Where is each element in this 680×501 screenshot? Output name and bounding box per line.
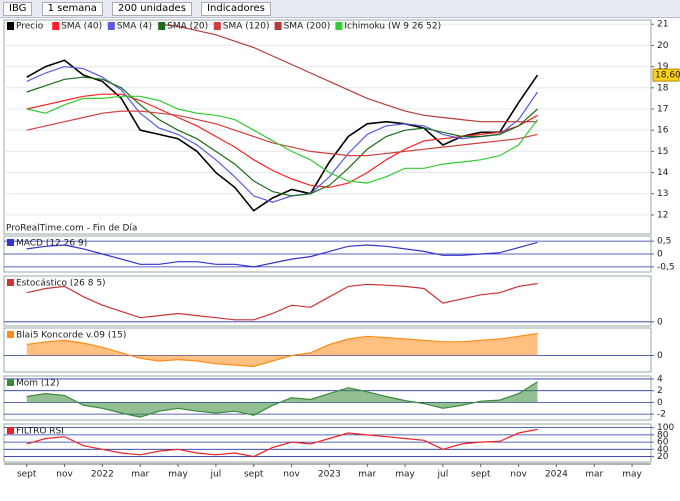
panel-title: FILTRO RSI <box>16 427 64 437</box>
y-tick-label: 14 <box>657 168 669 178</box>
units-select[interactable]: 200 unidades <box>112 2 192 16</box>
y-tick-label: 0 <box>657 351 663 361</box>
x-tick-label: 2024 <box>545 470 568 480</box>
y-tick-label: 17 <box>657 104 668 114</box>
x-tick-label: mar <box>585 470 603 480</box>
x-tick-label: may <box>622 470 642 480</box>
panel-title: Mom (12) <box>16 379 59 389</box>
y-tick-label: 80 <box>657 430 669 440</box>
y-tick-label: 0 <box>657 250 663 260</box>
series-line <box>26 76 538 197</box>
legend-label: SMA (4) <box>117 22 152 32</box>
panel-title: Blai5 Koncorde v.09 (15) <box>16 331 126 341</box>
y-tick-label: 0,5 <box>657 237 671 247</box>
y-tick-label: 20 <box>657 41 669 51</box>
series-line <box>159 23 538 123</box>
price-label: 18,60 <box>655 71 680 81</box>
panel-title-icon <box>7 379 14 386</box>
area <box>26 381 538 418</box>
legend-swatch <box>158 22 166 30</box>
legend-label: SMA (120) <box>223 22 270 32</box>
annotation: ProRealTime.com - Fin de Día <box>6 224 137 234</box>
y-tick-label: -0,5 <box>657 262 675 272</box>
panel-frame <box>3 423 652 463</box>
x-tick-label: sept <box>17 470 37 480</box>
series-line <box>26 381 538 418</box>
y-tick-label: 15 <box>657 147 668 157</box>
legend-swatch <box>213 22 221 30</box>
y-tick-label: 100 <box>657 423 674 433</box>
series-line <box>26 428 538 458</box>
x-tick-label: sept <box>244 470 264 480</box>
y-tick-label: 12 <box>657 210 668 220</box>
x-tick-label: sept <box>471 470 491 480</box>
y-tick-label: 4 <box>657 374 663 384</box>
y-tick-label: 21 <box>657 20 668 30</box>
period-select[interactable]: 1 semana <box>41 2 103 16</box>
x-tick-label: jul <box>437 470 449 480</box>
panel-frame <box>3 275 652 327</box>
x-tick-label: 2022 <box>91 470 114 480</box>
series-line <box>26 59 539 212</box>
indicators-button[interactable]: Indicadores <box>201 2 271 16</box>
panel-title-icon <box>7 427 14 434</box>
panel-frame <box>3 19 652 235</box>
panel-title: MACD (12 26 9) <box>16 239 87 249</box>
y-tick-label: 0 <box>657 398 663 408</box>
x-tick-label: nov <box>283 470 300 480</box>
series-line <box>26 332 538 368</box>
x-tick-label: nov <box>56 470 73 480</box>
y-tick-label: 20 <box>657 452 669 462</box>
x-tick-label: may <box>395 470 415 480</box>
x-tick-label: mar <box>131 470 149 480</box>
x-tick-label: nov <box>510 470 527 480</box>
x-tick-label: jul <box>210 470 222 480</box>
legend-label: SMA (200) <box>284 22 331 32</box>
legend-swatch <box>274 22 282 30</box>
area <box>26 333 538 367</box>
panel-title-icon <box>7 279 14 286</box>
y-tick-label: 0 <box>657 317 663 327</box>
series-line <box>26 93 538 189</box>
legend-label: SMA (20) <box>167 22 208 32</box>
panel-title: Estocástico (26 8 5) <box>16 279 106 289</box>
panel-title-icon <box>7 239 14 246</box>
series-line <box>26 282 538 321</box>
panel-title-icon <box>7 331 14 338</box>
legend-swatch <box>7 22 14 30</box>
panel-frame <box>3 375 652 421</box>
series-line <box>26 110 538 157</box>
x-tick-label: mar <box>358 470 376 480</box>
y-tick-label: -2 <box>657 410 666 420</box>
x-tick-label: may <box>168 470 188 480</box>
y-tick-label: 13 <box>657 189 668 199</box>
y-tick-label: 16 <box>657 126 669 136</box>
series-line <box>26 65 538 203</box>
x-tick-label: 2023 <box>318 470 341 480</box>
y-tick-label: 19 <box>657 62 669 72</box>
legend-swatch <box>107 22 115 30</box>
toolbar: IBG 1 semana 200 unidades Indicadores <box>0 0 680 18</box>
series-line <box>26 241 538 268</box>
legend-swatch <box>52 22 60 30</box>
y-tick-label: 18 <box>657 83 669 93</box>
legend-label: Ichimoku (W 9 26 52) <box>344 22 441 32</box>
symbol-select[interactable]: IBG <box>3 2 33 16</box>
legend-label: SMA (40) <box>61 22 102 32</box>
y-tick-label: 60 <box>657 438 669 448</box>
price-label-box <box>652 68 680 82</box>
legend-swatch <box>335 22 343 30</box>
y-tick-label: 2 <box>657 386 663 396</box>
series-line <box>26 95 538 184</box>
panel-frame <box>3 327 652 373</box>
y-tick-label: 40 <box>657 445 669 455</box>
legend-label: Precio <box>16 22 44 32</box>
